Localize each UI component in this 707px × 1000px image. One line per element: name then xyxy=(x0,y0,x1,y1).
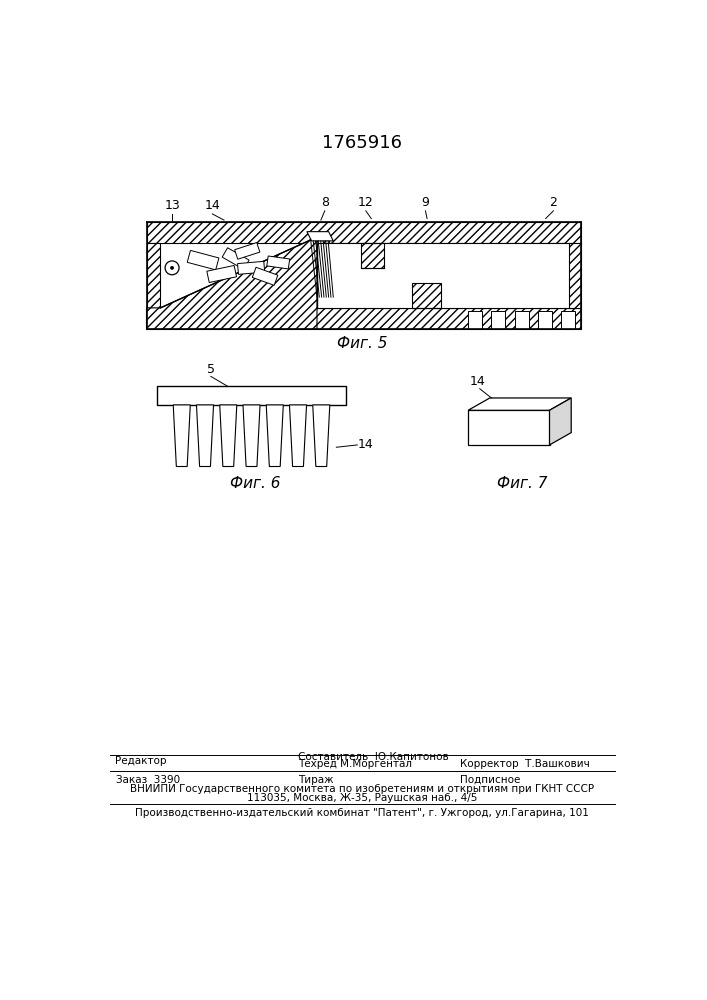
Text: Фиг. 6: Фиг. 6 xyxy=(230,476,280,491)
Polygon shape xyxy=(146,243,160,308)
Text: Техред М.Моргентал: Техред М.Моргентал xyxy=(298,759,411,769)
Polygon shape xyxy=(146,237,317,329)
Polygon shape xyxy=(561,311,575,329)
Bar xyxy=(267,256,290,269)
Bar xyxy=(238,261,264,274)
Text: 2: 2 xyxy=(549,196,557,209)
Text: 14: 14 xyxy=(469,375,486,388)
Text: Заказ  3390: Заказ 3390 xyxy=(115,775,180,785)
Text: 1765916: 1765916 xyxy=(322,134,402,152)
Text: ВНИИПИ Государственного комитета по изобретениям и открытиям при ГКНТ СССР: ВНИИПИ Государственного комитета по изоб… xyxy=(130,784,594,794)
Text: 14: 14 xyxy=(358,438,374,451)
Text: Подписное: Подписное xyxy=(460,775,521,785)
Text: Составитель  Ю.Капитонов: Составитель Ю.Капитонов xyxy=(298,752,448,762)
Text: 8: 8 xyxy=(321,196,329,209)
Polygon shape xyxy=(243,405,260,466)
Bar xyxy=(235,243,260,259)
Polygon shape xyxy=(173,405,190,466)
Polygon shape xyxy=(549,398,571,445)
Polygon shape xyxy=(468,398,571,410)
Polygon shape xyxy=(468,311,482,329)
Polygon shape xyxy=(220,405,237,466)
Text: 9: 9 xyxy=(421,196,429,209)
Text: Фиг. 7: Фиг. 7 xyxy=(497,476,548,491)
Text: 113035, Москва, Ж-35, Раушская наб., 4/5: 113035, Москва, Ж-35, Раушская наб., 4/5 xyxy=(247,793,477,803)
Polygon shape xyxy=(197,405,214,466)
Text: Тираж: Тираж xyxy=(298,775,333,785)
Text: 5: 5 xyxy=(207,363,215,376)
Polygon shape xyxy=(146,308,580,329)
Circle shape xyxy=(165,261,179,275)
Polygon shape xyxy=(468,410,549,445)
Polygon shape xyxy=(317,243,580,308)
Circle shape xyxy=(170,266,174,269)
Text: Корректор  Т.Вашкович: Корректор Т.Вашкович xyxy=(460,759,590,769)
Bar xyxy=(187,250,219,270)
Polygon shape xyxy=(412,283,441,308)
Text: 13: 13 xyxy=(164,199,180,212)
Polygon shape xyxy=(312,405,329,466)
Polygon shape xyxy=(491,311,506,329)
Bar xyxy=(252,267,278,285)
Text: Фиг. 5: Фиг. 5 xyxy=(337,336,387,351)
Text: 14: 14 xyxy=(204,199,221,212)
Polygon shape xyxy=(307,232,333,241)
Polygon shape xyxy=(538,311,552,329)
Polygon shape xyxy=(569,243,580,308)
Text: Производственно-издательский комбинат "Патент", г. Ужгород, ул.Гагарина, 101: Производственно-издательский комбинат "П… xyxy=(135,808,589,818)
Polygon shape xyxy=(146,222,580,243)
Bar xyxy=(207,265,237,283)
Polygon shape xyxy=(156,386,346,405)
Text: 12: 12 xyxy=(358,196,374,209)
Polygon shape xyxy=(267,405,284,466)
Polygon shape xyxy=(361,243,385,268)
Polygon shape xyxy=(515,311,529,329)
Text: Редактор: Редактор xyxy=(115,756,167,766)
Bar xyxy=(222,248,249,269)
Polygon shape xyxy=(289,405,307,466)
